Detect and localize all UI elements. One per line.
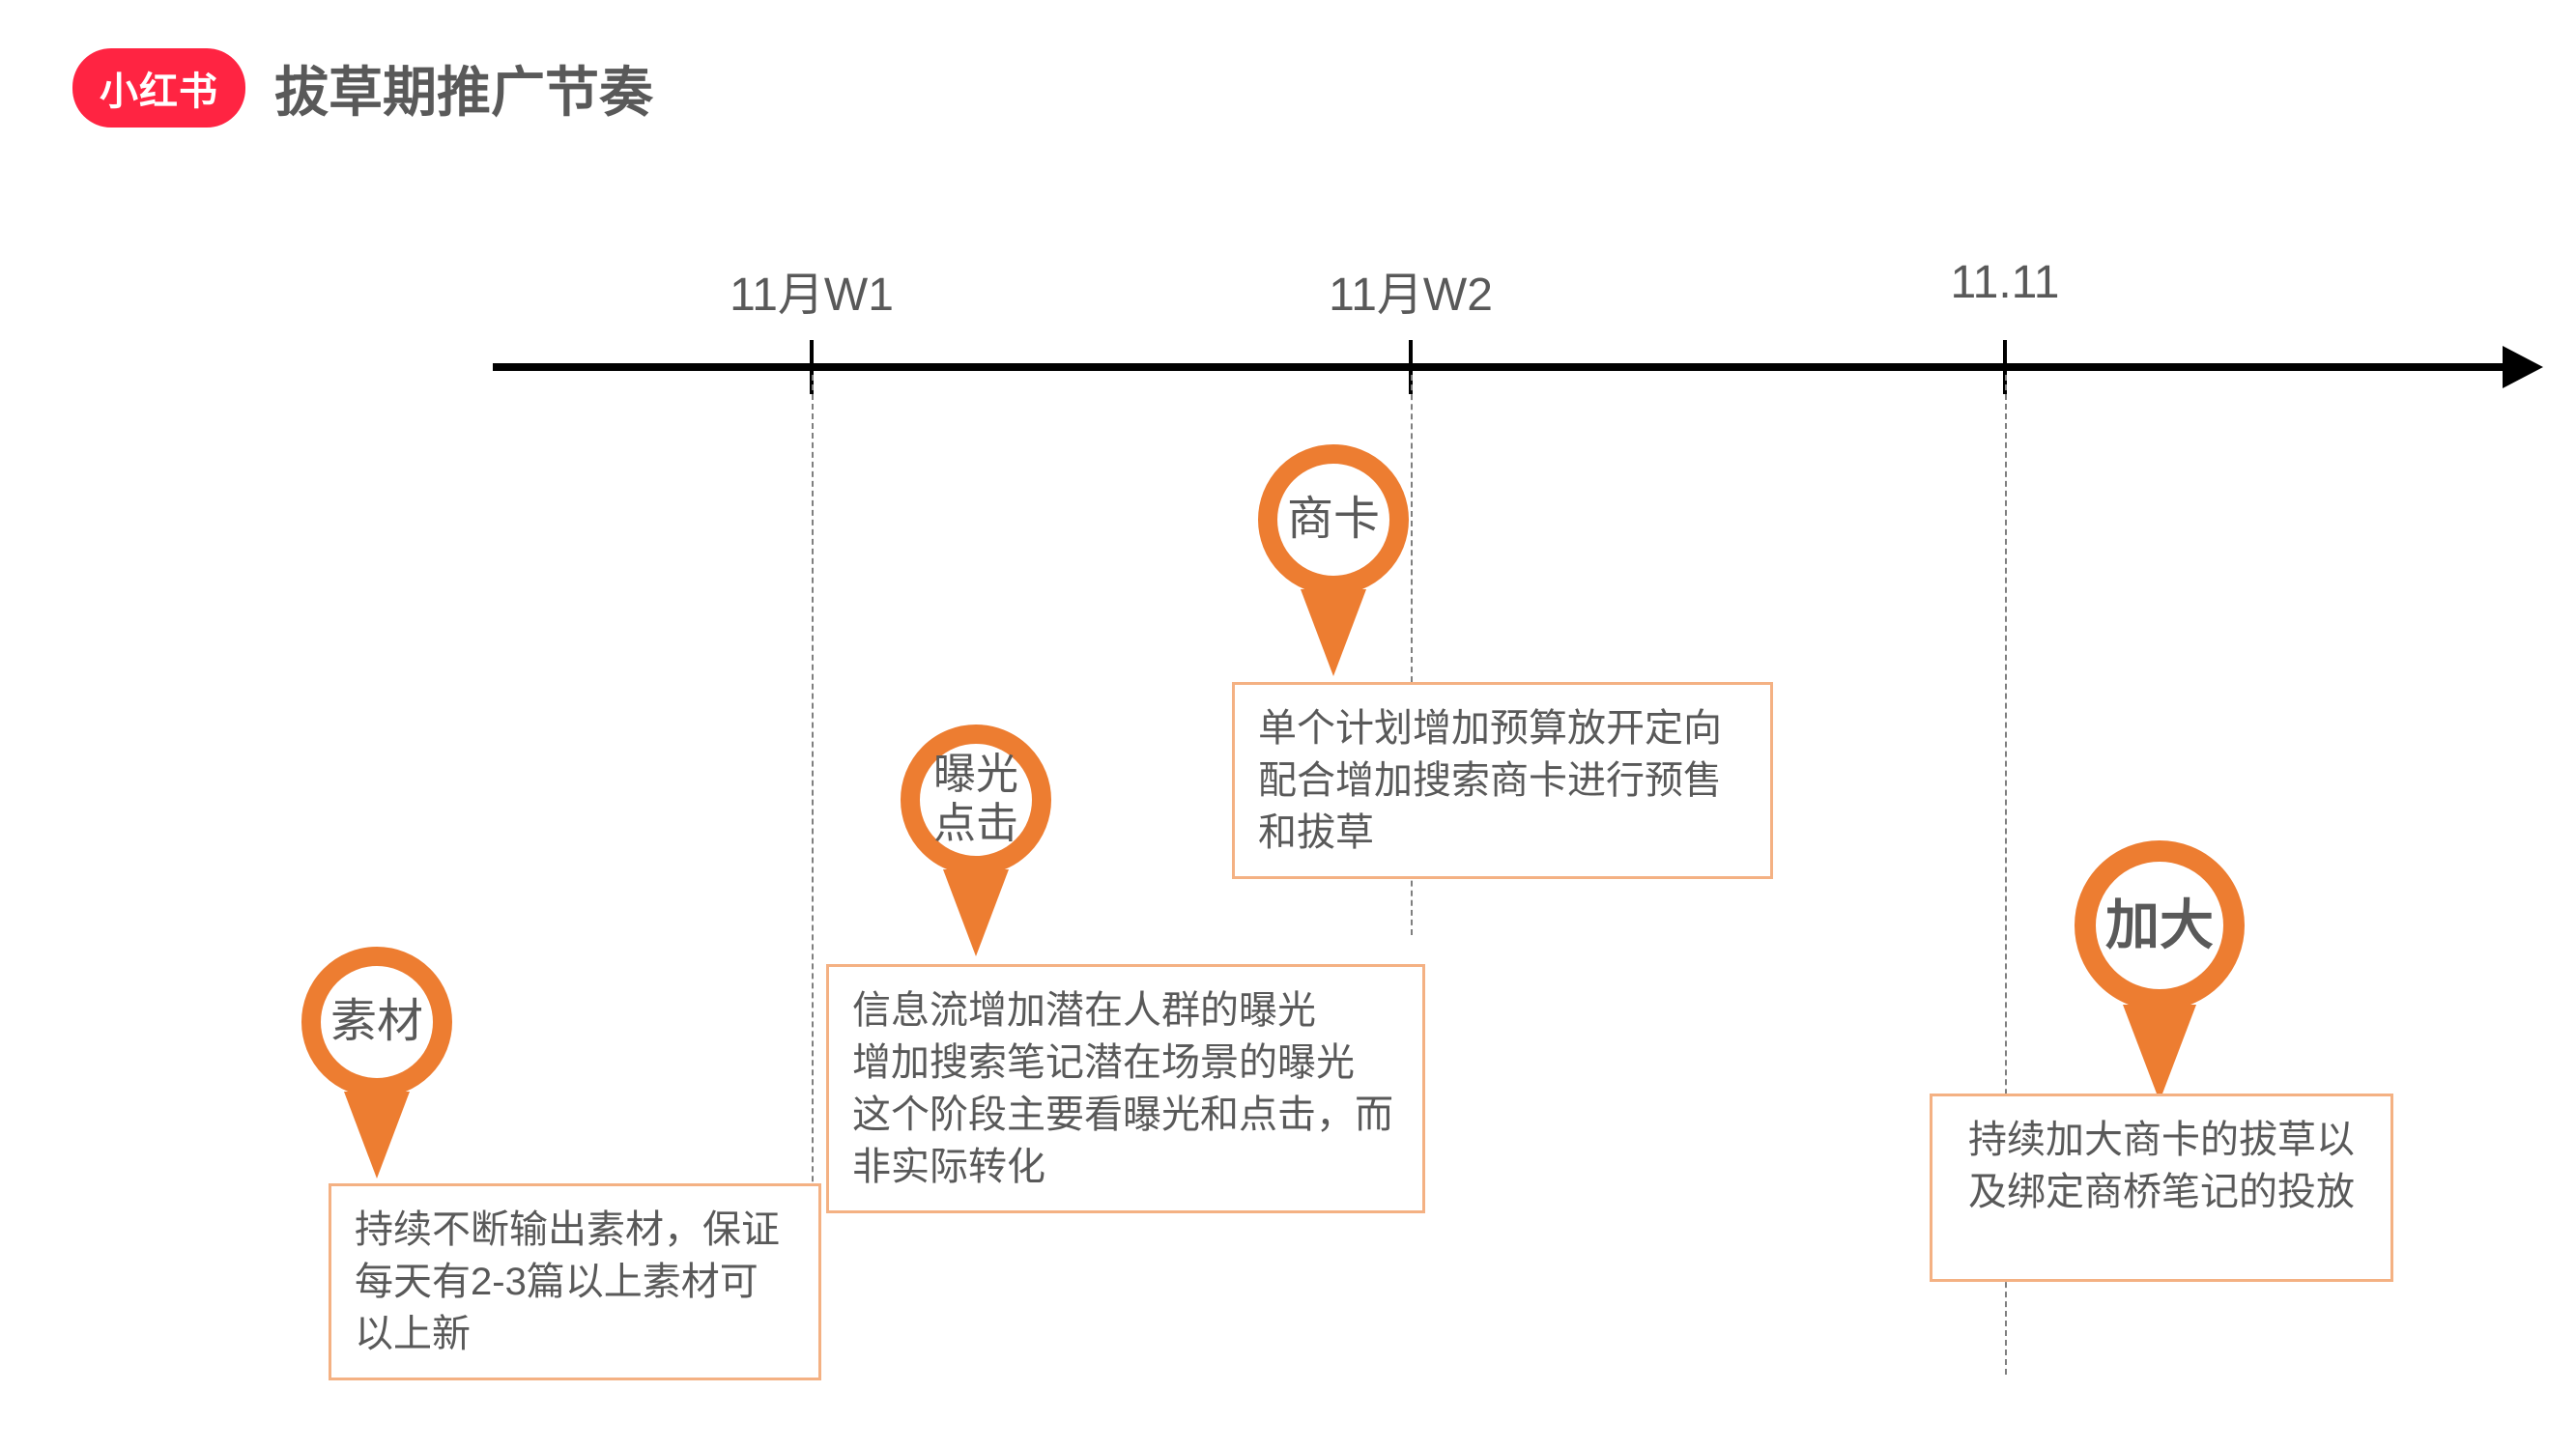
pin-exposure: 曝光点击 (901, 724, 1051, 956)
pin-description-exposure: 信息流增加潜在人群的曝光增加搜索笔记潜在场景的曝光这个阶段主要看曝光和点击，而非… (826, 964, 1425, 1213)
timeline-arrow-icon (2503, 346, 2543, 388)
pin-label: 商卡 (1258, 444, 1409, 595)
pin-label: 素材 (301, 947, 452, 1097)
pin-description-material: 持续不断输出素材，保证每天有2-3篇以上素材可以上新 (329, 1183, 821, 1380)
pin-description-card: 单个计划增加预算放开定向配合增加搜索商卡进行预售和拔草 (1232, 682, 1773, 879)
pin-description-increase: 持续加大商卡的拔草以及绑定商桥笔记的投放 (1930, 1094, 2393, 1282)
pin-label: 曝光点击 (901, 724, 1051, 875)
timeline-canvas: 11月W1 11月W2 11.11 素材持续不断输出素材，保证每天有2-3篇以上素材可… (0, 0, 2576, 1449)
timeline-axis (493, 363, 2512, 371)
timeline-tick-label: 11月W2 (1329, 256, 1493, 324)
pin-label: 加大 (2075, 840, 2245, 1010)
pin-tail-icon (344, 1092, 410, 1179)
pin-tail-icon (943, 869, 1009, 956)
pin-tail-icon (2123, 1005, 2196, 1101)
pin-material: 素材 (301, 947, 452, 1179)
pin-tail-icon (1301, 589, 1366, 676)
pin-card: 商卡 (1258, 444, 1409, 676)
timeline-tick-label: 11.11 (1951, 256, 2060, 309)
timeline-tick-label: 11月W1 (730, 256, 894, 324)
pin-increase: 加大 (2075, 840, 2245, 1101)
